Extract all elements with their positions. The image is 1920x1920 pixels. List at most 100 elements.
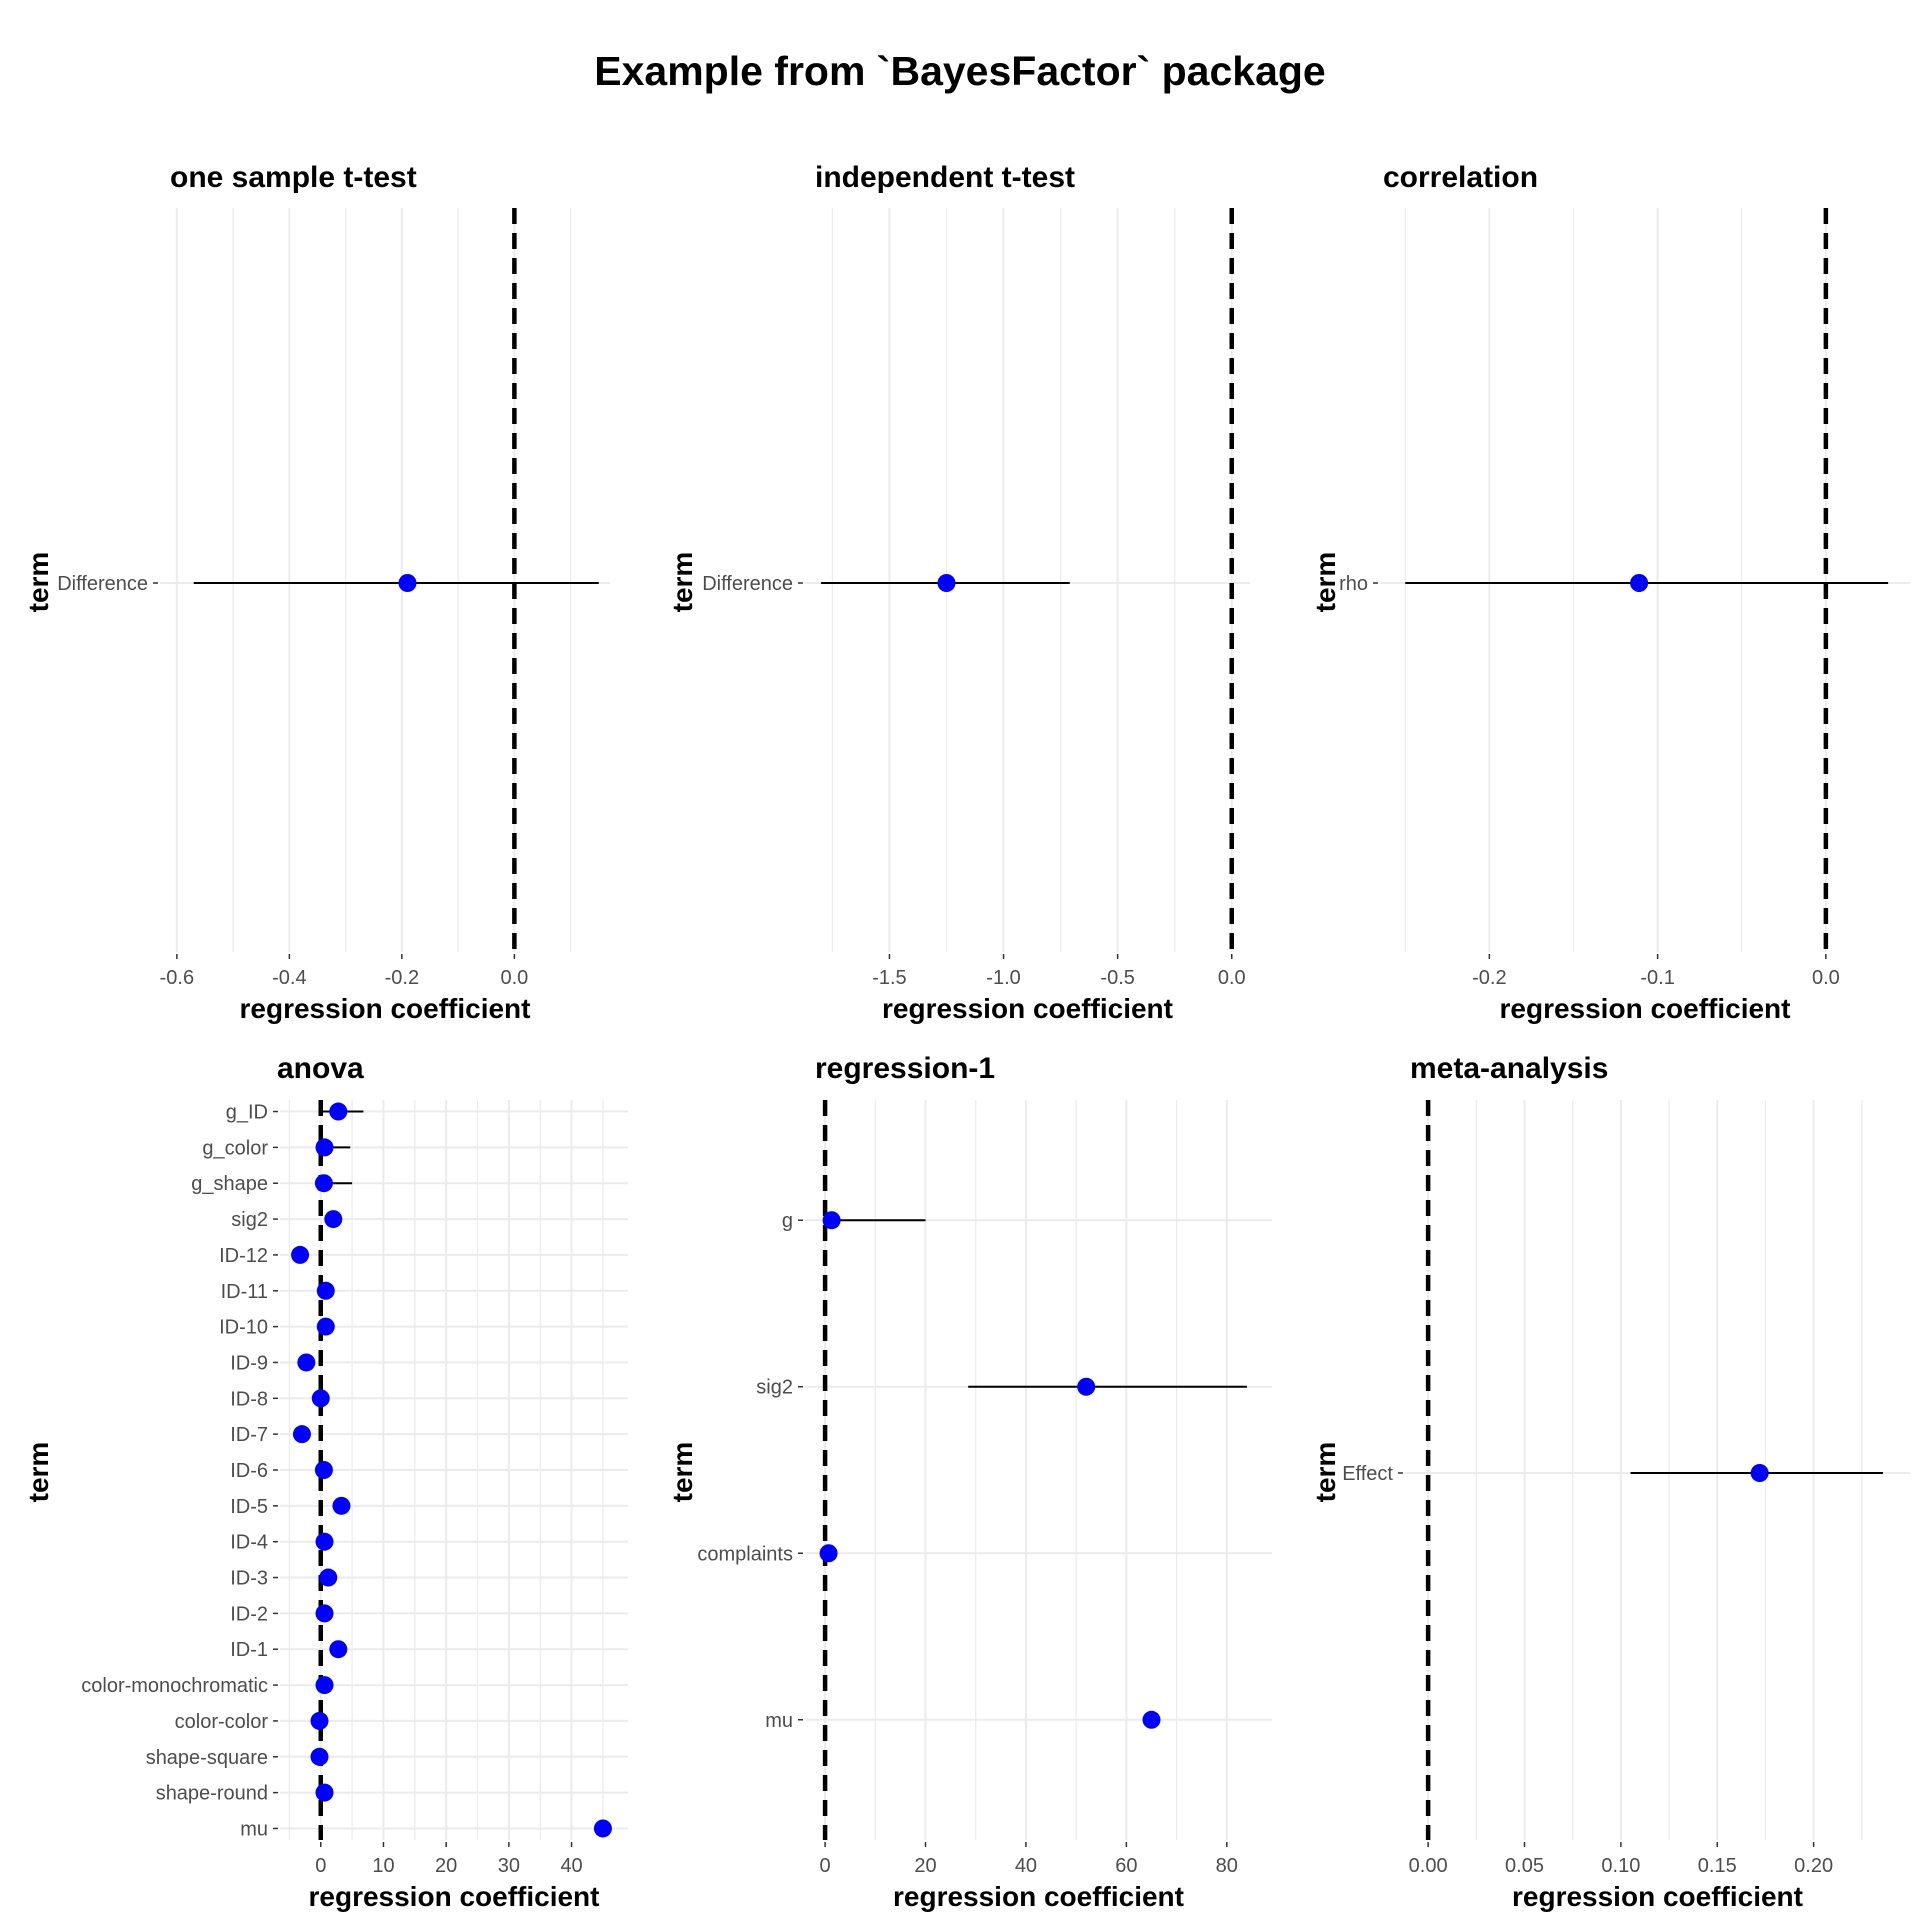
- y-tick-label: sig2: [231, 1209, 268, 1231]
- estimate-point: [937, 574, 956, 592]
- panel-5: Effect 0.00 0.05 0.10 0.15 0.20 meta-analysis r…: [1310, 1052, 1910, 1912]
- x-tick-label: 0.20: [1794, 1855, 1833, 1877]
- y-tick-label: ID-7: [230, 1424, 268, 1446]
- x-tick-label: 0: [315, 1855, 326, 1877]
- x-axis-title: regression coefficient: [1500, 993, 1791, 1024]
- estimate-point: [332, 1496, 351, 1515]
- x-axis-title: regression coefficient: [893, 1881, 1184, 1912]
- x-tick-label: -1.5: [872, 967, 906, 989]
- estimate-point: [314, 1461, 333, 1479]
- y-tick-label: ID-6: [230, 1460, 268, 1482]
- estimate-point: [315, 1676, 334, 1695]
- y-tick-label: ID-1: [230, 1639, 268, 1661]
- x-tick-label: -0.6: [160, 967, 194, 989]
- x-tick-label: -0.1: [1640, 967, 1674, 989]
- panel-title: correlation: [1383, 161, 1538, 194]
- panel-4: g sig2 complaints mu 0 20 40 60 80 regression-1 re…: [667, 1052, 1272, 1912]
- estimate-point: [819, 1544, 838, 1563]
- y-tick-label: color-monochromatic: [81, 1675, 268, 1697]
- y-tick-label: g: [782, 1210, 793, 1232]
- y-tick-label: Difference: [57, 573, 148, 595]
- estimate-point: [593, 1819, 612, 1838]
- panel-title: independent t-test: [815, 161, 1075, 194]
- x-tick-label: -0.5: [1100, 967, 1134, 989]
- estimate-point: [316, 1281, 335, 1300]
- estimate-point: [398, 574, 417, 592]
- x-tick-label: 0.15: [1698, 1855, 1737, 1877]
- y-tick-label: g_shape: [191, 1173, 268, 1195]
- estimate-point: [314, 1174, 333, 1193]
- y-tick-label: shape-round: [156, 1783, 268, 1805]
- y-tick-label: complaints: [697, 1543, 793, 1565]
- estimate-point: [1077, 1377, 1096, 1396]
- estimate-point: [1630, 574, 1649, 592]
- panel-title: anova: [277, 1052, 364, 1085]
- estimate-point: [310, 1747, 329, 1766]
- estimate-point: [822, 1211, 841, 1230]
- y-tick-label: ID-12: [219, 1245, 268, 1267]
- y-tick-label: Difference: [702, 573, 793, 595]
- estimate-point: [1750, 1464, 1769, 1482]
- y-tick-label: g_ID: [226, 1102, 268, 1124]
- y-tick-label: ID-10: [219, 1317, 268, 1339]
- x-tick-label: 20: [914, 1855, 936, 1877]
- estimate-point: [292, 1425, 311, 1444]
- estimate-point: [315, 1604, 334, 1623]
- panel-title: regression-1: [815, 1052, 995, 1085]
- y-tick-label: ID-2: [230, 1603, 268, 1625]
- estimate-point: [315, 1532, 334, 1551]
- estimate-point: [1142, 1710, 1161, 1729]
- x-axis-title: regression coefficient: [1512, 1881, 1803, 1912]
- x-tick-label: 40: [560, 1855, 582, 1877]
- x-tick-label: 40: [1015, 1855, 1037, 1877]
- estimate-point: [315, 1138, 334, 1157]
- y-tick-label: ID-9: [230, 1352, 268, 1374]
- estimate-point: [319, 1568, 338, 1587]
- estimate-point: [297, 1353, 316, 1372]
- y-axis-title: term: [23, 552, 54, 613]
- panel-title: one sample t-test: [170, 161, 417, 194]
- x-tick-label: -1.0: [986, 967, 1020, 989]
- y-tick-label: g_color: [202, 1137, 268, 1159]
- x-tick-label: 10: [372, 1855, 394, 1877]
- panel-3: g_IDg_colorg_shapesig2ID-12ID-11ID-10ID-…: [23, 1052, 628, 1912]
- y-tick-label: color-color: [175, 1711, 269, 1733]
- y-tick-label: ID-8: [230, 1388, 268, 1410]
- y-tick-label: mu: [765, 1710, 793, 1732]
- y-tick-label: sig2: [756, 1377, 793, 1399]
- x-tick-label: 0.05: [1505, 1855, 1544, 1877]
- x-tick-label: 20: [435, 1855, 457, 1877]
- estimate-point: [329, 1102, 348, 1121]
- x-tick-label: -0.4: [272, 967, 306, 989]
- y-axis-title: term: [667, 1442, 698, 1503]
- y-axis-title: term: [667, 552, 698, 613]
- x-tick-label: 0.00: [1409, 1855, 1448, 1877]
- y-tick-label: rho: [1339, 573, 1368, 595]
- estimate-point: [316, 1317, 335, 1336]
- estimate-point: [311, 1389, 330, 1408]
- estimate-point: [329, 1640, 348, 1659]
- x-tick-label: 0.0: [500, 967, 528, 989]
- x-tick-label: -0.2: [385, 967, 419, 989]
- y-axis-title: term: [1310, 1442, 1341, 1503]
- x-axis-title: regression coefficient: [309, 1881, 600, 1912]
- x-tick-label: -0.2: [1472, 967, 1506, 989]
- panel-2: rho -0.2 -0.1 0.0 correlation regression coef…: [1310, 161, 1910, 1024]
- estimate-point: [310, 1711, 329, 1730]
- x-tick-label: 0.0: [1218, 967, 1246, 989]
- y-tick-label: ID-4: [230, 1532, 268, 1554]
- estimate-point: [324, 1210, 343, 1229]
- panel-0: Difference -0.6 -0.4 -0.2 0.0 one sample t-te…: [23, 161, 610, 1024]
- x-tick-label: 60: [1115, 1855, 1137, 1877]
- y-tick-label: Effect: [1342, 1463, 1393, 1485]
- panel-1: Difference -1.5 -1.0 -0.5 0.0 independent t-t…: [667, 161, 1250, 1024]
- y-axis-title: term: [23, 1442, 54, 1503]
- x-tick-label: 0.0: [1812, 967, 1840, 989]
- y-axis-title: term: [1310, 552, 1341, 613]
- panel-title: meta-analysis: [1410, 1052, 1608, 1085]
- x-tick-label: 0: [820, 1855, 831, 1877]
- y-tick-label: ID-11: [221, 1281, 268, 1303]
- y-tick-label: mu: [240, 1818, 268, 1840]
- y-tick-label: ID-5: [230, 1496, 268, 1518]
